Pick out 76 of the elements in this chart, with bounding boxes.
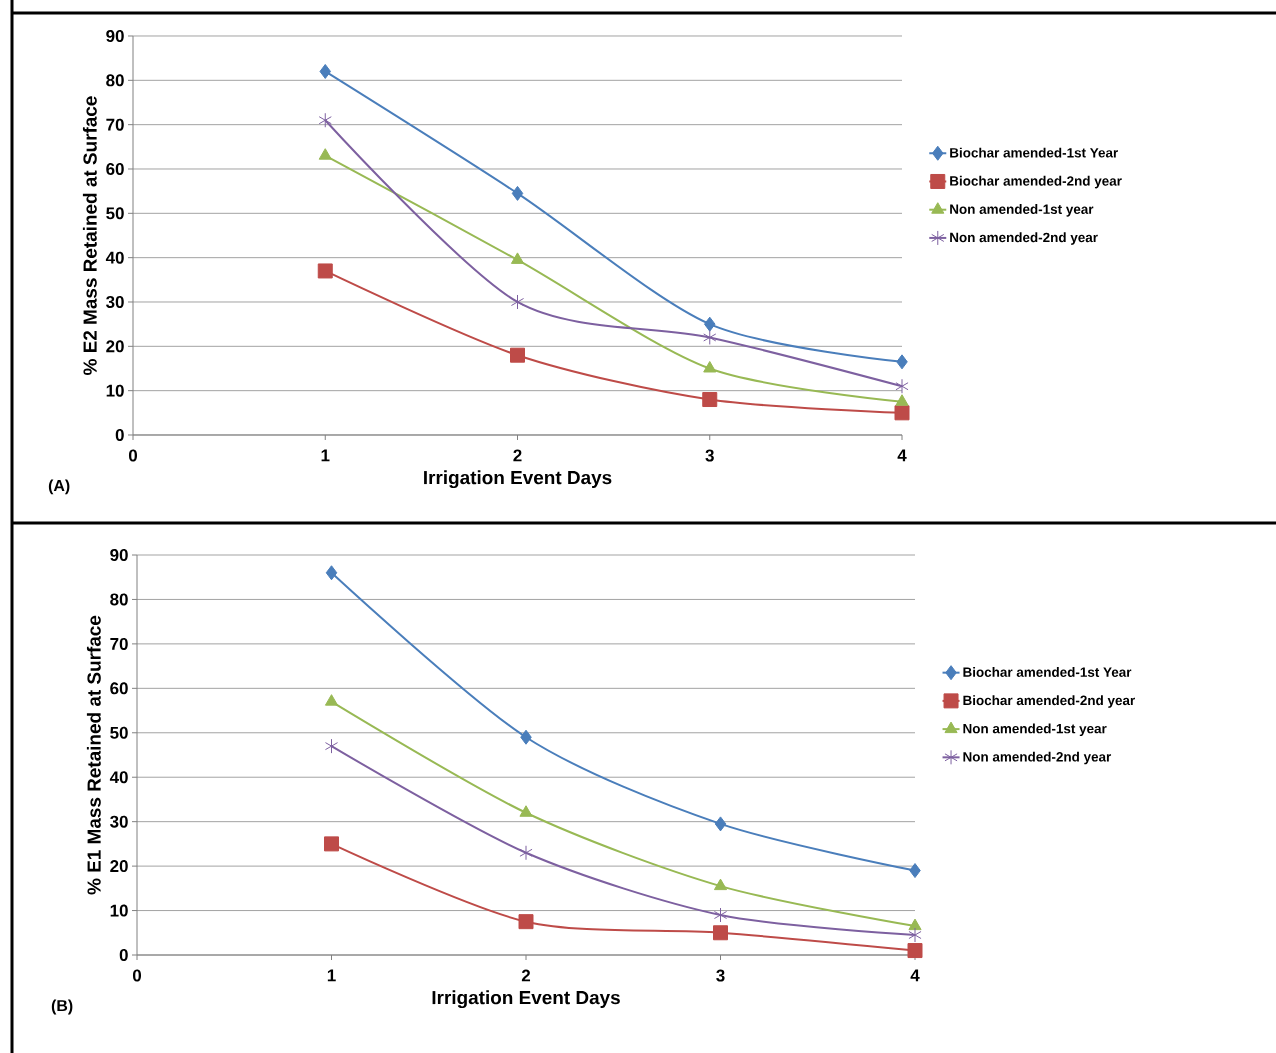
point bbox=[909, 863, 921, 879]
point bbox=[908, 927, 922, 943]
legend-label: Non amended-2nd year bbox=[963, 751, 1112, 765]
point bbox=[324, 738, 339, 754]
point bbox=[324, 694, 339, 706]
point bbox=[895, 378, 909, 394]
x-tick-label: 1 bbox=[327, 969, 336, 982]
point bbox=[511, 185, 524, 201]
x-tick-label: 2 bbox=[521, 969, 531, 982]
point bbox=[520, 729, 532, 745]
point bbox=[510, 347, 525, 363]
point bbox=[510, 252, 525, 264]
x-tick-label: 3 bbox=[705, 449, 714, 462]
point bbox=[713, 925, 729, 941]
y-tick-label: 70 bbox=[110, 637, 128, 650]
point bbox=[510, 294, 525, 310]
legend-label: Biochar amended-2nd year bbox=[950, 175, 1122, 189]
y-tick-label: 50 bbox=[106, 207, 124, 220]
x-tick-label: 0 bbox=[132, 969, 142, 982]
y-tick-label: 70 bbox=[106, 118, 124, 131]
y-tick-label: 20 bbox=[110, 860, 128, 873]
text: (A) bbox=[48, 479, 70, 495]
legend-label: Non amended-1st year bbox=[963, 723, 1107, 737]
point bbox=[318, 112, 332, 128]
y-tick-label: 40 bbox=[109, 771, 128, 784]
y-tick-label: 90 bbox=[106, 29, 124, 42]
point bbox=[896, 354, 908, 370]
y-tick-label: 60 bbox=[110, 682, 128, 695]
point bbox=[908, 918, 922, 931]
legend-label: Non amended-2nd year bbox=[950, 232, 1098, 245]
point bbox=[703, 360, 717, 373]
point bbox=[714, 816, 727, 832]
y-axis-title: % E2 Mass Retained at Surface bbox=[82, 96, 97, 375]
y-tick-label: 90 bbox=[110, 549, 128, 561]
point bbox=[324, 836, 339, 852]
y-axis-title: % E1 Mass Retained at Surface bbox=[86, 615, 101, 895]
y-tick-label: 10 bbox=[110, 904, 128, 917]
y-tick-label: 0 bbox=[119, 949, 128, 961]
point bbox=[318, 148, 332, 160]
legend-label: Biochar amended-1st Year bbox=[950, 147, 1118, 158]
x-tick-label: 2 bbox=[513, 449, 522, 462]
point bbox=[907, 943, 923, 959]
point bbox=[518, 914, 534, 930]
x-tick-label: 3 bbox=[716, 969, 725, 982]
point bbox=[713, 878, 728, 891]
y-tick-label: 20 bbox=[106, 340, 124, 353]
x-axis-title: Irrigation Event Days bbox=[432, 990, 620, 1009]
y-tick-label: 10 bbox=[106, 384, 124, 397]
point bbox=[319, 63, 331, 79]
point bbox=[325, 565, 338, 581]
y-tick-label: 30 bbox=[110, 815, 128, 828]
point bbox=[703, 329, 717, 345]
x-tick-label: 4 bbox=[910, 969, 920, 982]
point bbox=[519, 845, 533, 861]
y-tick-label: 0 bbox=[115, 428, 124, 441]
x-axis-title: Irrigation Event Days bbox=[424, 470, 612, 489]
x-tick-label: 4 bbox=[897, 449, 907, 462]
point bbox=[317, 263, 333, 279]
point bbox=[702, 392, 718, 408]
point bbox=[704, 316, 716, 332]
point bbox=[713, 907, 728, 923]
point bbox=[519, 805, 533, 817]
y-tick-label: 80 bbox=[110, 593, 128, 606]
text: (B) bbox=[51, 999, 73, 1015]
y-tick-label: 30 bbox=[106, 295, 124, 308]
y-tick-label: 60 bbox=[106, 162, 124, 175]
y-tick-label: 40 bbox=[105, 251, 124, 264]
y-tick-label: 50 bbox=[110, 726, 128, 739]
y-tick-label: 80 bbox=[106, 74, 124, 87]
legend-label: Biochar amended-2nd year bbox=[963, 695, 1135, 708]
legend-label: Biochar amended-1st Year bbox=[963, 667, 1132, 677]
point bbox=[895, 394, 909, 406]
x-tick-label: 0 bbox=[128, 449, 138, 462]
point bbox=[894, 405, 910, 421]
x-tick-label: 1 bbox=[321, 449, 330, 462]
legend-label: Non amended-1st year bbox=[950, 204, 1094, 217]
